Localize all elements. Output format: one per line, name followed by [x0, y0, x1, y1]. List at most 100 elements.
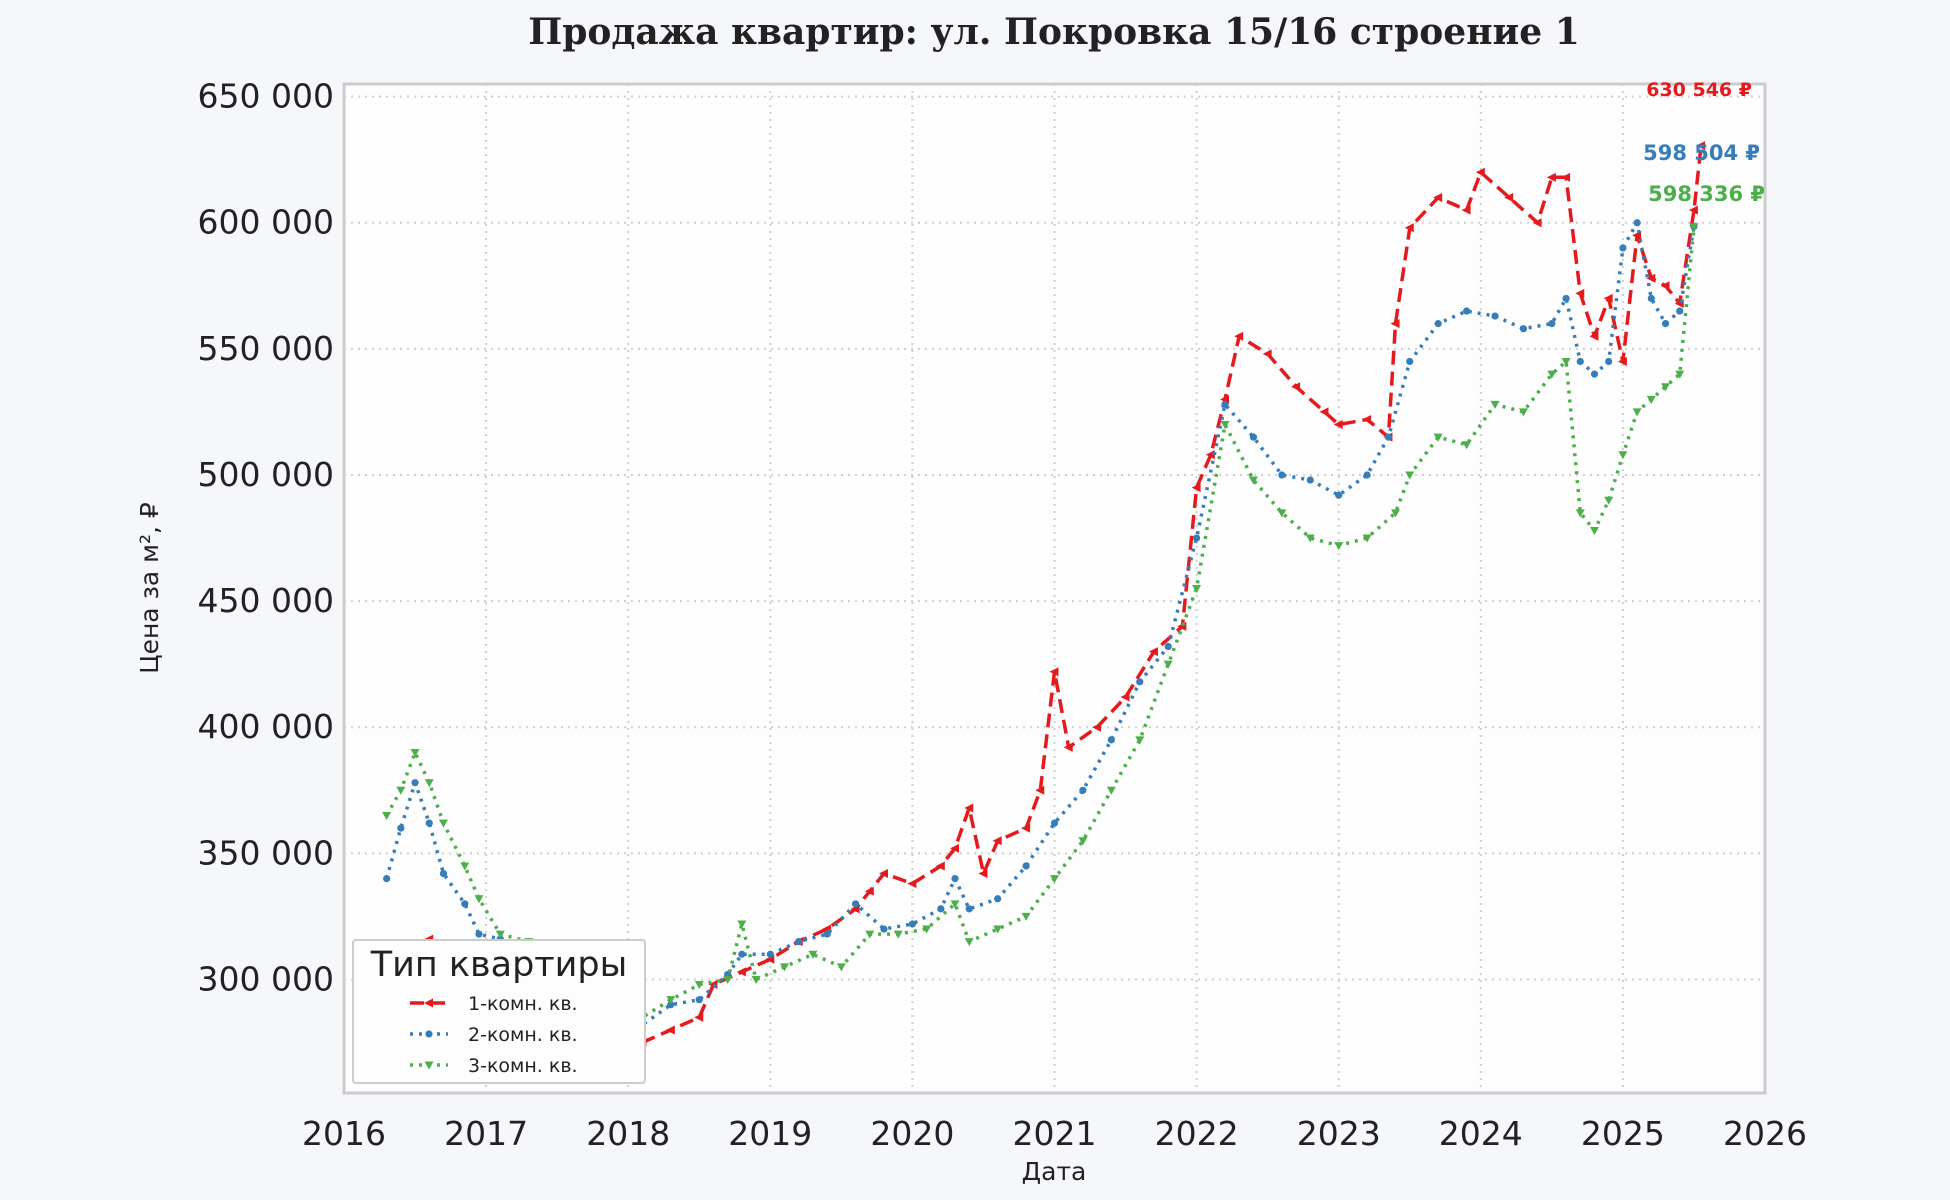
data-point [965, 905, 973, 913]
data-point [1277, 509, 1287, 518]
data-point [1548, 320, 1556, 328]
data-point [1192, 585, 1202, 593]
data-point [1547, 370, 1557, 379]
data-point [1021, 823, 1031, 833]
data-point [993, 925, 1003, 934]
data-point [1406, 357, 1414, 366]
data-point [1532, 218, 1542, 228]
data-point [1434, 320, 1442, 328]
y-tick-label: 550 000 [198, 329, 334, 368]
legend-label: 1-комн. кв. [468, 993, 578, 1015]
data-point [475, 930, 483, 938]
data-point [1461, 205, 1471, 215]
data-point [1632, 408, 1642, 417]
data-point [1079, 786, 1087, 794]
data-point [474, 895, 484, 904]
data-point [1589, 526, 1599, 535]
data-point [667, 1001, 675, 1009]
x-tick-label: 2021 [1013, 1114, 1097, 1153]
data-point [1661, 320, 1670, 328]
data-point [1561, 357, 1571, 366]
data-point [1660, 281, 1670, 291]
data-point [1590, 370, 1599, 378]
data-point [908, 920, 917, 928]
data-point [737, 920, 747, 929]
data-point [880, 925, 888, 933]
data-point [396, 786, 406, 795]
data-point [424, 779, 434, 788]
data-point [1576, 357, 1584, 366]
data-point [1589, 331, 1599, 341]
legend-item: 3-комн. кв. [410, 1055, 578, 1077]
data-point [893, 930, 903, 939]
data-point [1135, 736, 1145, 745]
data-point [410, 748, 420, 757]
legend-items: 1-комн. кв. 2-комн. кв. 3-комн. кв. [410, 993, 578, 1077]
data-point [1333, 420, 1343, 430]
data-point [950, 843, 960, 853]
legend-item: 2-комн. кв. [410, 1024, 578, 1046]
legend-swatch-marker [424, 998, 433, 1008]
y-axis-ticks: 300 000 350 000 400 000 450 000 500 000 550 0… [198, 77, 334, 999]
data-point [1390, 319, 1400, 329]
data-point [1604, 496, 1614, 505]
data-point [1562, 294, 1570, 303]
data-point [1619, 244, 1627, 252]
data-point [1334, 542, 1344, 551]
data-point [382, 812, 392, 821]
legend-box [352, 939, 646, 1084]
data-point [1490, 400, 1500, 409]
legend-item: 1-комн. кв. [410, 993, 578, 1015]
data-point [1688, 205, 1698, 215]
data-point [1646, 273, 1656, 283]
data-point [1193, 534, 1201, 542]
data-point [978, 869, 988, 879]
y-tick-label: 400 000 [198, 707, 334, 746]
data-point [1696, 141, 1706, 151]
data-point [1405, 471, 1415, 480]
x-tick-label: 2017 [444, 1114, 528, 1153]
x-tick-label: 2026 [1723, 1114, 1807, 1153]
data-point [1022, 862, 1030, 870]
data-point [438, 819, 448, 828]
data-point [1306, 476, 1314, 484]
data-point [1136, 678, 1144, 686]
data-point [878, 869, 888, 879]
data-point [1205, 450, 1215, 460]
chart-title: Продажа квартир: ул. Покровка 15/16 стро… [528, 11, 1580, 53]
data-point [1475, 167, 1485, 177]
data-point [994, 895, 1002, 903]
data-point [1021, 912, 1031, 921]
data-point [1433, 193, 1443, 203]
end-value-label: 630 546 ₽ [1646, 79, 1752, 101]
data-point [1675, 370, 1685, 379]
legend-label: 2-комн. кв. [468, 1024, 578, 1046]
x-tick-label: 2022 [1155, 1114, 1239, 1153]
data-point [1647, 294, 1655, 303]
data-point [723, 975, 733, 984]
data-point [1278, 471, 1286, 479]
data-point [1107, 736, 1115, 744]
data-point [864, 886, 874, 896]
data-point [1234, 331, 1244, 341]
y-tick-label: 450 000 [198, 581, 334, 620]
x-tick-label: 2025 [1581, 1114, 1665, 1153]
x-tick-label: 2020 [870, 1114, 954, 1153]
data-point [1362, 414, 1372, 424]
data-point [460, 862, 470, 871]
data-point [823, 930, 831, 938]
data-point [1519, 325, 1528, 333]
data-point [836, 963, 846, 972]
data-point [751, 975, 761, 984]
data-point [1632, 230, 1642, 240]
data-point [1248, 476, 1258, 485]
y-tick-label: 500 000 [198, 455, 334, 494]
data-point [780, 963, 790, 972]
end-value-label: 598 504 ₽ [1643, 141, 1760, 165]
data-point [865, 930, 875, 939]
data-point [495, 930, 505, 939]
data-point [1106, 786, 1116, 795]
data-point [1575, 509, 1585, 518]
data-point [1561, 172, 1571, 182]
